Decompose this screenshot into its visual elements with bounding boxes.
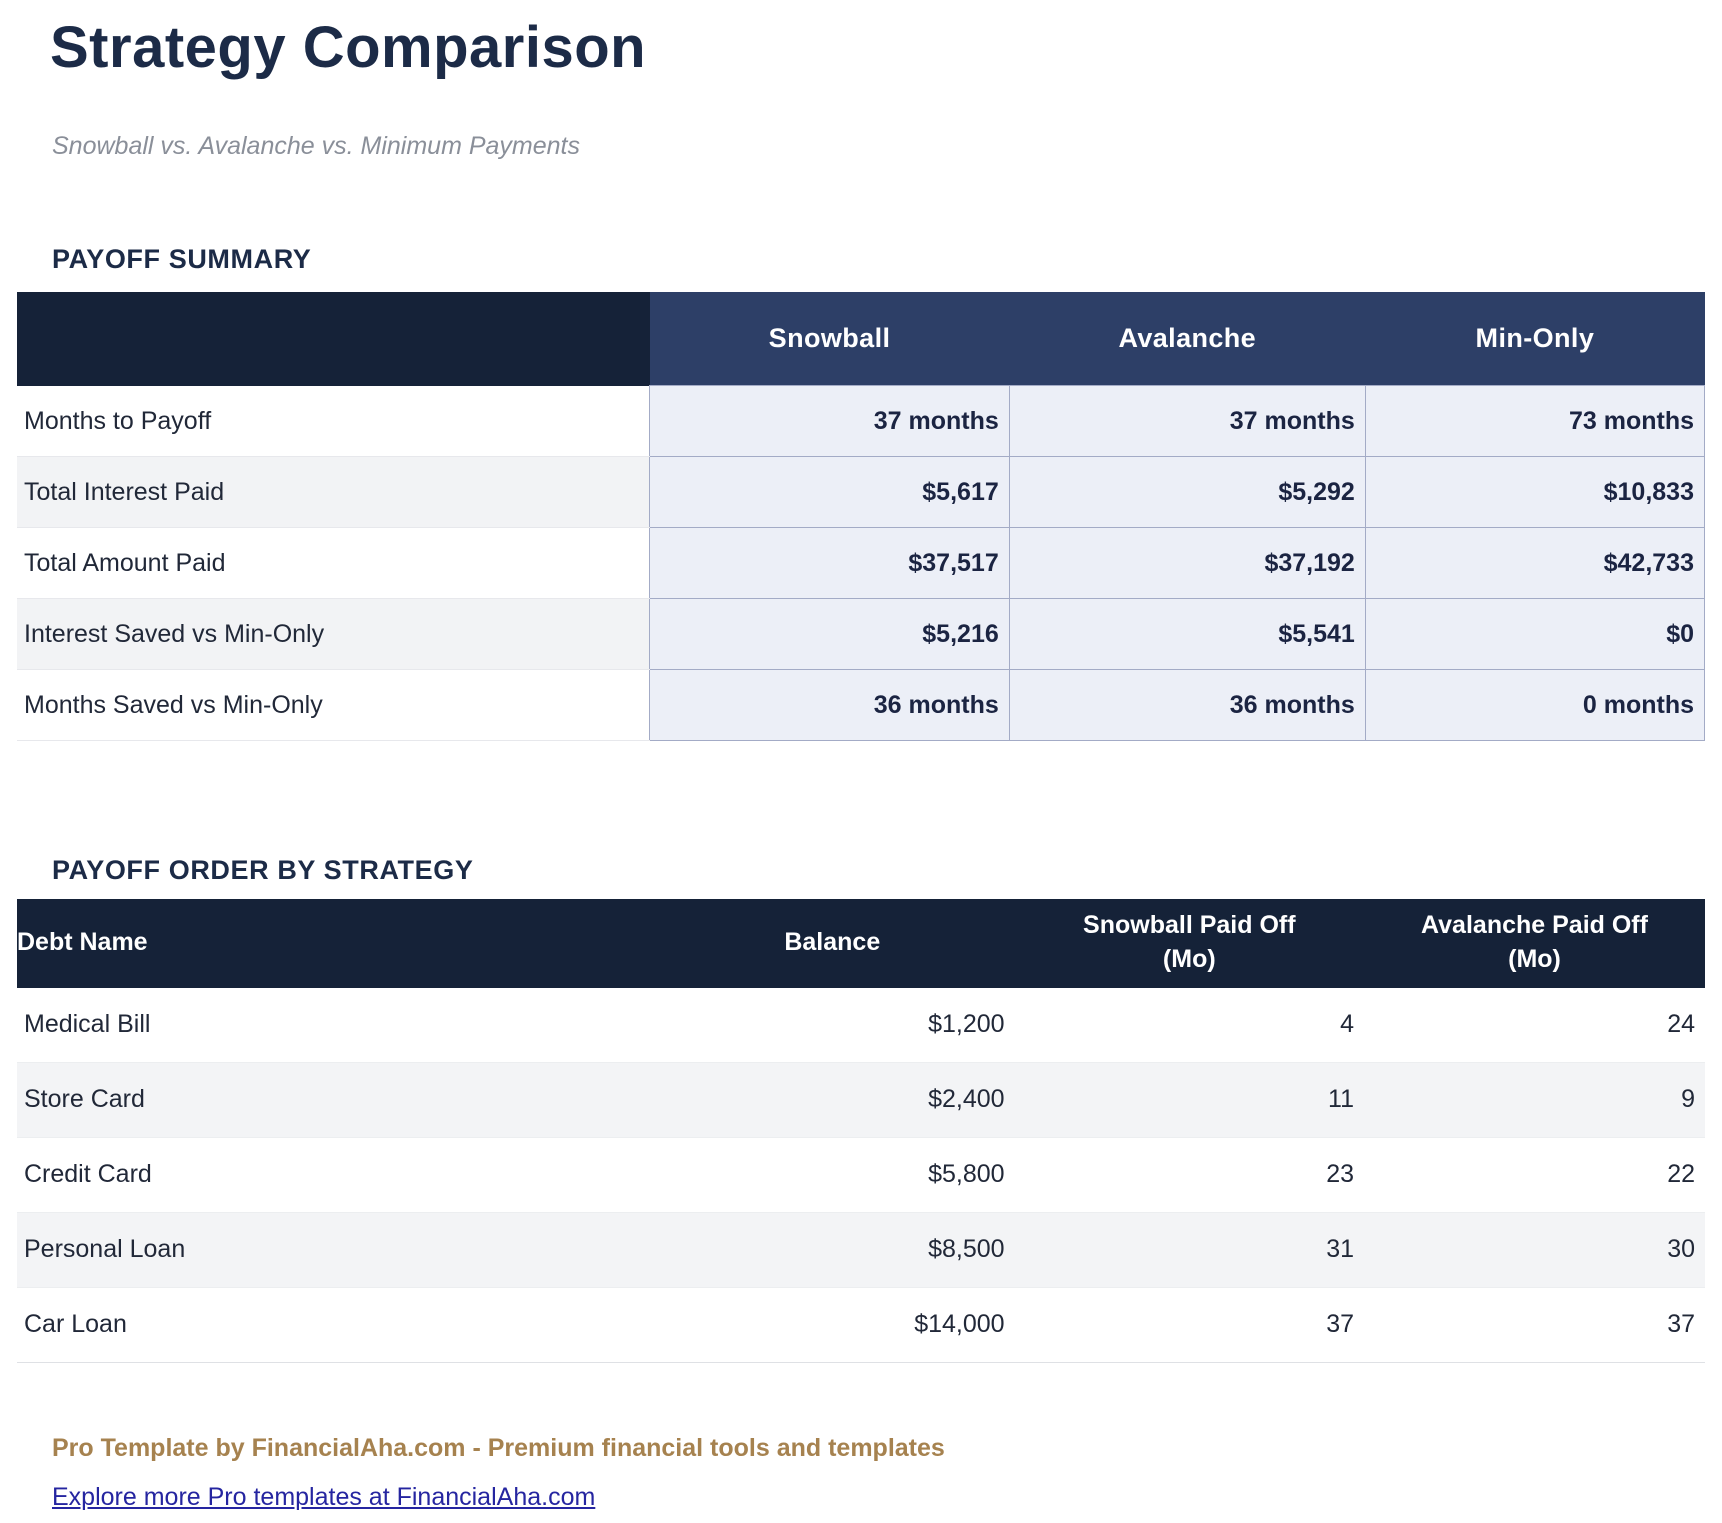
debt-balance: $14,000 <box>650 1287 1015 1363</box>
summary-row-months-to-payoff: Months to Payoff 37 months 37 months 73 … <box>17 385 1706 458</box>
metric-label: Total Amount Paid <box>17 527 650 600</box>
debt-balance: $5,800 <box>650 1137 1015 1213</box>
payoff-summary-table: Snowball Avalanche Min-Only Months to Pa… <box>17 292 1706 742</box>
section-heading-payoff-order: PAYOFF ORDER BY STRATEGY <box>52 855 474 886</box>
metric-value-snowball: 36 months <box>649 669 1010 742</box>
snowball-paid-off-month: 11 <box>1014 1062 1364 1138</box>
metric-value-min-only: $10,833 <box>1364 456 1706 529</box>
debt-balance: $1,200 <box>650 987 1015 1063</box>
page-subtitle: Snowball vs. Avalanche vs. Minimum Payme… <box>52 131 580 160</box>
metric-value-snowball: $37,517 <box>649 527 1010 600</box>
metric-value-avalanche: $5,541 <box>1008 598 1366 671</box>
summary-col-avalanche: Avalanche <box>1009 292 1366 386</box>
summary-col-snowball: Snowball <box>649 292 1010 386</box>
order-row-store-card: Store Card $2,400 11 9 <box>17 1062 1705 1138</box>
metric-label: Months Saved vs Min-Only <box>17 669 650 742</box>
avalanche-paid-off-month: 37 <box>1364 1287 1705 1363</box>
snowball-paid-off-month: 4 <box>1014 987 1364 1063</box>
debt-name: Car Loan <box>17 1287 650 1363</box>
debt-name: Personal Loan <box>17 1212 650 1288</box>
order-row-medical-bill: Medical Bill $1,200 4 24 <box>17 987 1705 1063</box>
metric-value-snowball: 37 months <box>649 385 1010 458</box>
metric-value-min-only: $0 <box>1364 598 1706 671</box>
summary-corner-cell <box>17 292 650 386</box>
section-heading-payoff-summary: PAYOFF SUMMARY <box>52 243 312 274</box>
snowball-paid-off-month: 37 <box>1014 1287 1364 1363</box>
order-col-debt-name: Debt Name <box>17 898 650 988</box>
summary-row-interest-saved: Interest Saved vs Min-Only $5,216 $5,541… <box>17 598 1706 671</box>
summary-header-row: Snowball Avalanche Min-Only <box>17 292 1705 386</box>
order-col-avalanche-paid-off: Avalanche Paid Off (Mo) <box>1364 898 1705 988</box>
metric-label: Interest Saved vs Min-Only <box>17 598 650 671</box>
metric-value-avalanche: 37 months <box>1008 385 1366 458</box>
snowball-paid-off-month: 31 <box>1014 1212 1364 1288</box>
avalanche-paid-off-month: 30 <box>1364 1212 1705 1288</box>
footer-explore-link[interactable]: Explore more Pro templates at FinancialA… <box>52 1482 596 1511</box>
order-header-row: Debt Name Balance Snowball Paid Off (Mo)… <box>17 898 1705 988</box>
metric-label: Months to Payoff <box>17 385 650 458</box>
summary-row-total-amount: Total Amount Paid $37,517 $37,192 $42,73… <box>17 527 1706 600</box>
metric-value-min-only: $42,733 <box>1364 527 1706 600</box>
order-row-credit-card: Credit Card $5,800 23 22 <box>17 1137 1705 1213</box>
order-col-snowball-paid-off: Snowball Paid Off (Mo) <box>1014 898 1364 988</box>
metric-value-snowball: $5,216 <box>649 598 1010 671</box>
summary-col-min-only: Min-Only <box>1365 292 1705 386</box>
avalanche-paid-off-month: 9 <box>1364 1062 1705 1138</box>
summary-row-total-interest: Total Interest Paid $5,617 $5,292 $10,83… <box>17 456 1706 529</box>
metric-value-avalanche: $5,292 <box>1008 456 1366 529</box>
footer-brand-text: Pro Template by FinancialAha.com - Premi… <box>52 1433 945 1462</box>
debt-name: Store Card <box>17 1062 650 1138</box>
metric-value-avalanche: 36 months <box>1008 669 1366 742</box>
snowball-paid-off-month: 23 <box>1014 1137 1364 1213</box>
summary-row-months-saved: Months Saved vs Min-Only 36 months 36 mo… <box>17 669 1706 742</box>
report-page: Strategy Comparison Snowball vs. Avalanc… <box>0 15 1722 1512</box>
debt-name: Medical Bill <box>17 987 650 1063</box>
debt-balance: $8,500 <box>650 1212 1015 1288</box>
order-row-car-loan: Car Loan $14,000 37 37 <box>17 1287 1705 1363</box>
page-title: Strategy Comparison <box>50 15 647 80</box>
order-col-balance: Balance <box>650 898 1015 988</box>
metric-label: Total Interest Paid <box>17 456 650 529</box>
metric-value-min-only: 0 months <box>1364 669 1706 742</box>
avalanche-paid-off-month: 22 <box>1364 1137 1705 1213</box>
avalanche-paid-off-month: 24 <box>1364 987 1705 1063</box>
debt-balance: $2,400 <box>650 1062 1015 1138</box>
order-row-personal-loan: Personal Loan $8,500 31 30 <box>17 1212 1705 1288</box>
footer: Pro Template by FinancialAha.com - Premi… <box>52 1433 1722 1512</box>
metric-value-min-only: 73 months <box>1364 385 1706 458</box>
debt-name: Credit Card <box>17 1137 650 1213</box>
metric-value-snowball: $5,617 <box>649 456 1010 529</box>
metric-value-avalanche: $37,192 <box>1008 527 1366 600</box>
payoff-order-table: Debt Name Balance Snowball Paid Off (Mo)… <box>17 898 1705 1363</box>
